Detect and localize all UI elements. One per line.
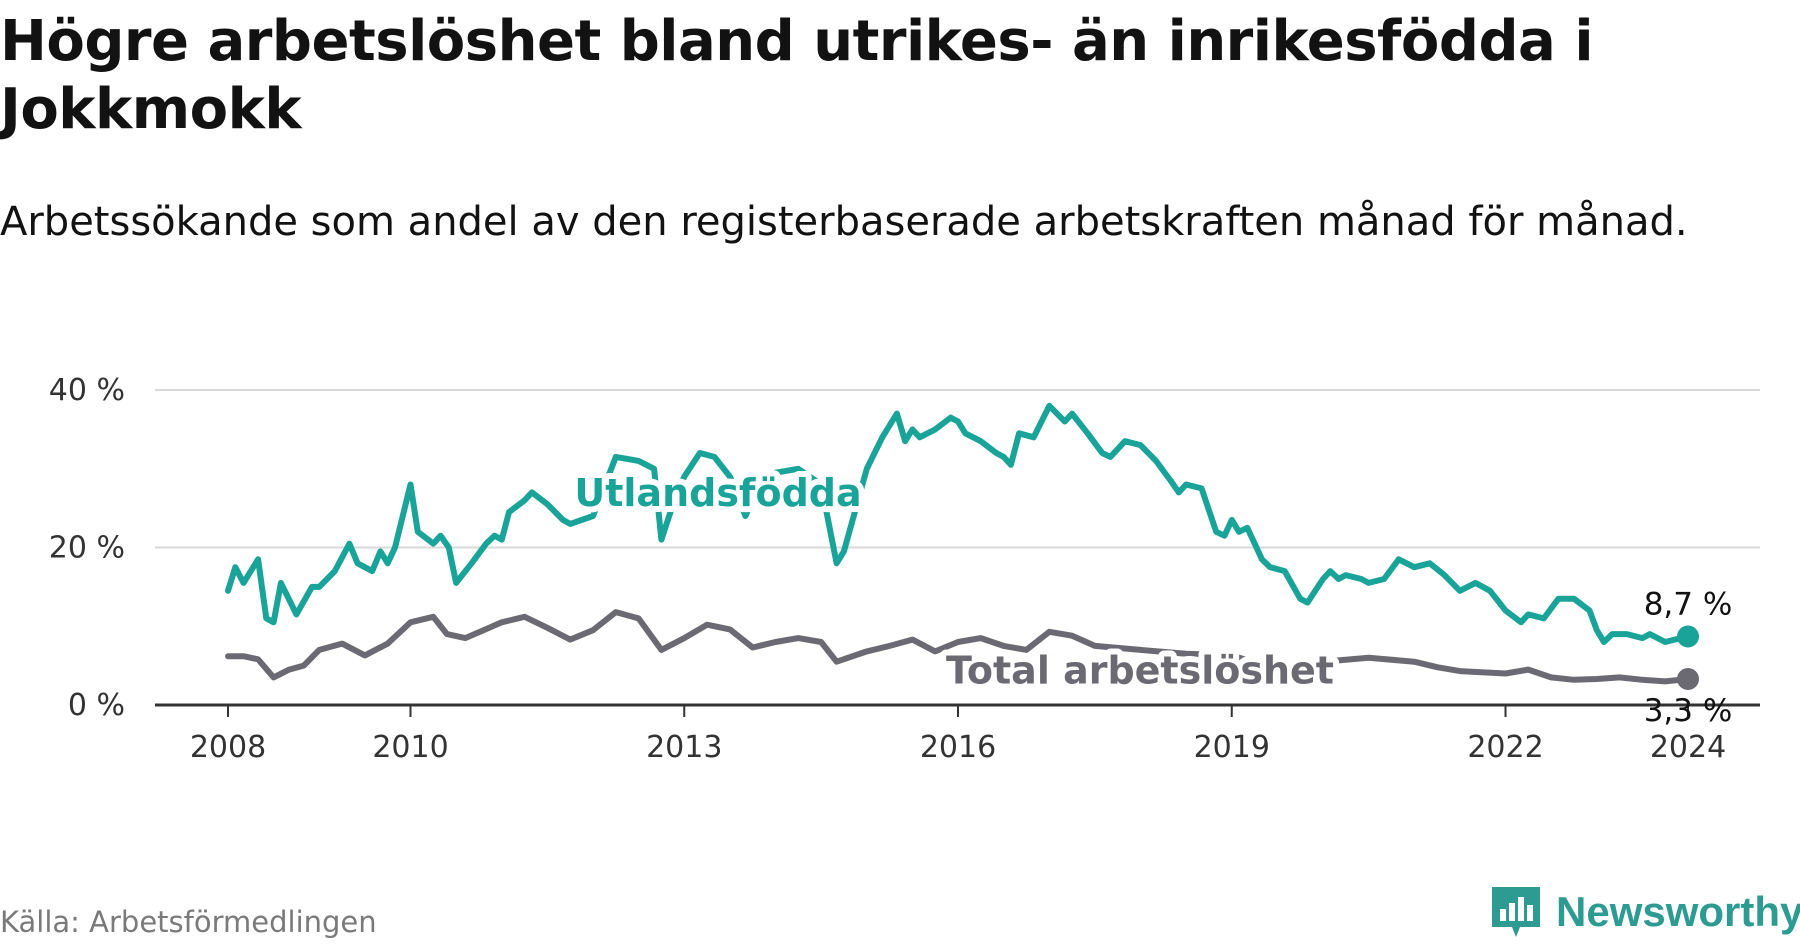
bar-chart-icon <box>1492 887 1540 937</box>
gridlines <box>155 389 1760 549</box>
source-note: Källa: Arbetsförmedlingen <box>0 905 377 939</box>
series-line-total-arbetsl-shet <box>225 609 1691 685</box>
end-value-label: 3,3 % <box>1644 693 1733 729</box>
y-tick-label: 20 % <box>49 531 125 566</box>
end-value-label: 8,7 % <box>1644 586 1733 622</box>
line-chart: 0 % 20 % 40 % 2008 2010 2013 2016 2019 2022 2024… <box>49 373 1760 765</box>
newsworthy-logo[interactable]: Newsworthy <box>1490 885 1800 939</box>
x-tick-label: 2022 <box>1467 730 1543 765</box>
chart-subtitle: Arbetssökande som andel av den registerb… <box>0 199 1688 245</box>
brand-name: Newsworthy <box>1556 888 1800 935</box>
series-label-halo: Utlandsfödda <box>574 471 861 515</box>
series-name-label: Total arbetslöshet <box>946 648 1334 692</box>
series-endpoint-total-arbetsl-shet <box>1677 668 1699 691</box>
y-axis-ticks: 0 % 20 % 40 % <box>49 373 125 723</box>
series-name-label: Utlandsfödda <box>574 471 861 515</box>
x-tick-label: 2019 <box>1194 730 1270 765</box>
y-tick-label: 0 % <box>68 688 125 723</box>
series-endpoint-utlandsf-dda <box>1677 625 1699 648</box>
y-tick-label: 40 % <box>49 373 125 408</box>
series-line-utlandsf-dda <box>225 402 1691 645</box>
series-label-halo: Total arbetslöshet <box>946 648 1334 692</box>
chart-title: Högre arbetslöshet bland utrikes- än inr… <box>0 9 1594 142</box>
x-axis-ticks: 2008 2010 2013 2016 2019 2022 2024 <box>190 705 1726 765</box>
x-tick-label: 2008 <box>190 730 266 765</box>
x-tick-label: 2013 <box>646 730 722 765</box>
series-lines <box>225 402 1699 691</box>
x-tick-label: 2010 <box>372 730 448 765</box>
x-tick-label: 2016 <box>920 730 996 765</box>
x-tick-label: 2024 <box>1650 730 1726 765</box>
